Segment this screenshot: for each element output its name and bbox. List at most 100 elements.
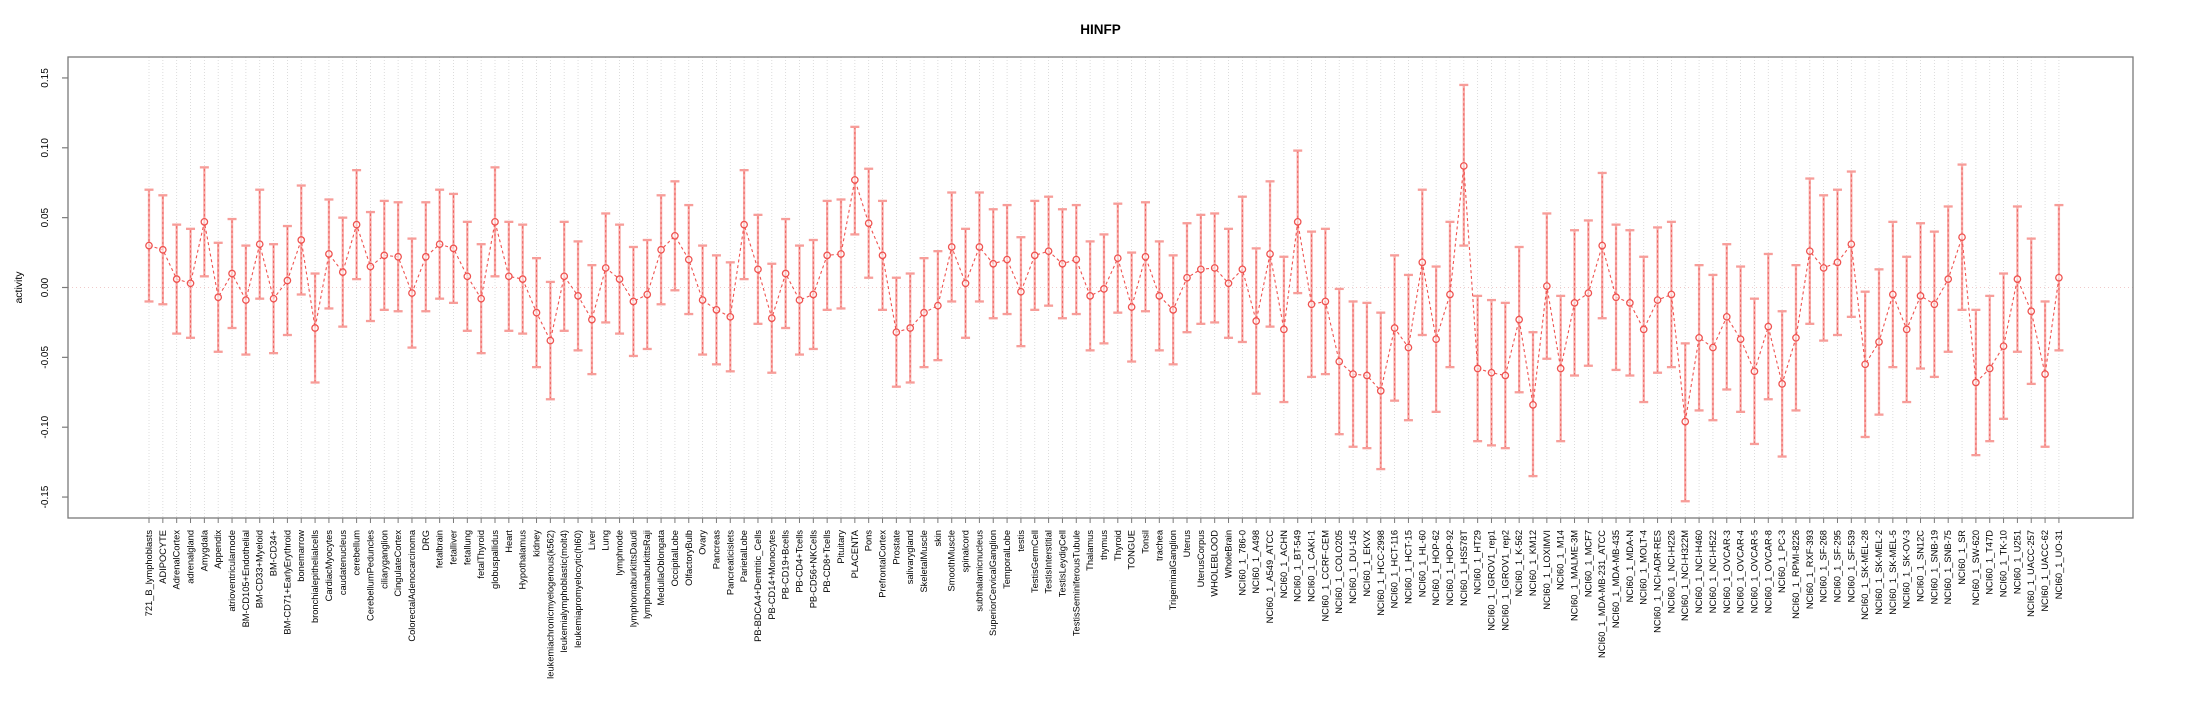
x-category-label: ciliaryganglion [379, 530, 389, 589]
x-category-label: globuspallidus [490, 530, 500, 589]
x-category-label: NCI60_1_SF-295 [1832, 530, 1842, 602]
data-point [961, 279, 970, 288]
x-category-label: TestisLeydigCell [1057, 530, 1067, 597]
data-point [366, 262, 375, 271]
x-category-label: NCI60_1_SF-268 [1819, 530, 1829, 602]
data-point [532, 308, 541, 317]
data-point [394, 252, 402, 261]
x-category-label: NCI60_1_SF-539 [1846, 530, 1856, 602]
x-category-label: Appendix [213, 530, 223, 569]
data-point [1542, 282, 1551, 290]
x-category-label: NCI60_1_OVCAR-3 [1722, 530, 1732, 613]
data-point [1626, 299, 1634, 307]
x-category-label: TestisInterstitial [1044, 530, 1054, 594]
x-category-label: NCI60_1_SK-MEL-2 [1874, 530, 1884, 615]
data-point [1487, 368, 1496, 377]
x-category-label: NCI60_1_RXF-393 [1805, 530, 1815, 609]
data-point [850, 176, 859, 184]
x-category-label: kidney [532, 530, 542, 557]
x-category-label: NCI60_1_MOLT-4 [1639, 530, 1649, 605]
y-tick-label: -0.10 [40, 415, 51, 438]
x-category-label: fetallung [462, 530, 472, 565]
data-point [1086, 292, 1094, 300]
x-category-label: SuperiorCervicalGanglion [988, 530, 998, 636]
data-point [1847, 240, 1856, 249]
x-category-label: NCI60_1_SNB-75 [1943, 530, 1953, 604]
x-category-label: BM-CD71+EarlyErythroid [282, 530, 292, 635]
x-category-label: NCI60_1_MCF7 [1583, 530, 1593, 597]
data-point [477, 294, 486, 303]
x-category-label: NCI60_1_HCC-2998 [1376, 530, 1386, 616]
x-category-label: NCI60_1_MDA-MB-435 [1611, 530, 1621, 628]
x-category-label: WholeBrain [1224, 530, 1234, 578]
data-point [1709, 343, 1717, 352]
data-point [1363, 371, 1371, 380]
x-category-label: Thalamus [1085, 530, 1095, 571]
x-category-label: NCI60_1_SR [1957, 530, 1967, 585]
x-category-label: NCI60_1_NCI-H460 [1694, 530, 1704, 613]
data-point [1335, 357, 1344, 366]
data-point [1501, 371, 1510, 380]
data-point [1930, 300, 1939, 309]
data-point [1819, 264, 1828, 272]
data-point [878, 251, 887, 260]
x-category-label: bronchialepithelialcells [310, 530, 320, 623]
data-point [1515, 315, 1524, 324]
x-category-label: CerebellumPeduncles [365, 530, 375, 621]
x-category-label: thymus [1099, 530, 1109, 560]
data-point [1556, 364, 1565, 373]
data-point [1418, 258, 1427, 267]
data-point [1736, 335, 1745, 344]
y-tick-label: 0.05 [40, 207, 51, 227]
data-point [1252, 317, 1261, 325]
data-point [1598, 241, 1607, 250]
x-category-label: spinalcord [961, 530, 971, 572]
data-point [643, 290, 652, 299]
x-category-label: NCI60_1_A498 [1251, 530, 1261, 594]
x-category-label: PLACENTA [850, 529, 860, 578]
data-point [408, 289, 416, 297]
x-category-label: CingulateCortex [393, 530, 403, 597]
x-category-label: NCI60_1_T47D [1985, 530, 1995, 595]
data-point [1944, 275, 1953, 283]
x-category-label: salivarygland [905, 530, 915, 584]
data-point [1833, 258, 1842, 267]
data-point [1196, 265, 1205, 274]
data-point [864, 219, 873, 228]
x-category-label: Pancreas [711, 530, 721, 570]
data-point [2055, 273, 2063, 282]
x-category-label: NCI60_1_786-0 [1237, 530, 1247, 596]
data-point [1003, 255, 1011, 264]
x-category-label: Heart [504, 530, 514, 553]
data-point [920, 308, 928, 317]
data-point [1155, 292, 1164, 300]
x-category-label: Liver [587, 530, 597, 550]
data-point [228, 269, 236, 278]
x-category-label: testis [1016, 530, 1026, 552]
x-category-label: BM-CD33+Myeloid [255, 530, 265, 608]
data-point [1238, 265, 1247, 274]
x-category-label: SkeletalMuscle [919, 530, 929, 593]
x-category-label: BM-CD34+ [269, 530, 279, 576]
x-category-label: trachea [1154, 529, 1164, 561]
x-category-label: Pancreaticislets [725, 530, 735, 595]
data-point [1432, 335, 1440, 344]
x-category-label: PB-CD56+NKCells [808, 530, 818, 609]
data-point [1017, 287, 1025, 296]
data-point [1695, 333, 1703, 342]
x-category-label: lymphomaburkittsDaudi [628, 530, 638, 627]
data-point [1792, 333, 1800, 342]
x-category-label: NCI60_1_HOP-92 [1445, 530, 1455, 605]
x-category-label: ADIPOCYTE [158, 530, 168, 584]
x-category-label: NCI60_1_KM12 [1528, 530, 1538, 596]
x-category-label: cerebellum [352, 530, 362, 576]
y-tick-label: 0.00 [40, 277, 51, 297]
y-axis-label: activity [13, 271, 25, 304]
x-category-label: NCI60_1_TK-10 [1999, 530, 2009, 597]
data-point [186, 279, 195, 288]
x-category-label: TrigeminalGanglion [1168, 530, 1178, 610]
data-point [1266, 250, 1274, 258]
x-category-label: NCI60_1_K-562 [1514, 530, 1524, 597]
x-category-label: subthalamicnucleus [974, 530, 984, 612]
x-category-label: NCI60_1_DU-145 [1348, 530, 1358, 604]
